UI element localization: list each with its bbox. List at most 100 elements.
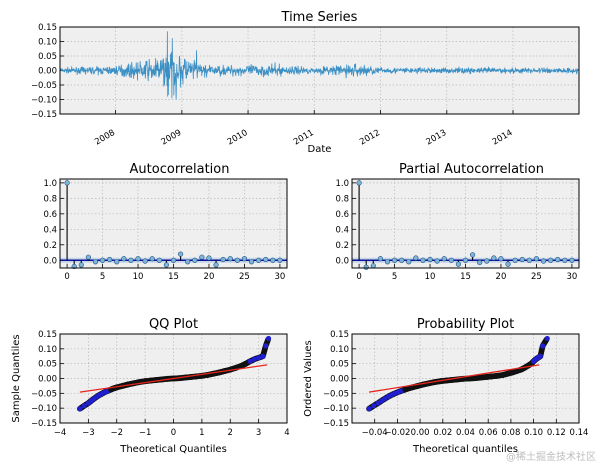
quantile-point [488,373,495,380]
stem-marker [64,180,70,186]
quantile-point [210,370,217,377]
y-tick-label: 0.05 [38,360,57,370]
y-tick-label: 0.10 [38,38,57,48]
stem-marker [121,256,127,262]
x-tick-label: −0.04 [362,428,388,438]
quantile-point [260,353,266,359]
stem-marker [420,257,426,263]
x-tick-label: 10 [425,272,436,282]
plot-frame [59,333,288,424]
x-tick-label: 2012 [358,128,382,147]
stem-marker [128,257,134,263]
quantile-point [366,406,372,412]
x-tick-label: 0 [356,272,361,282]
quantile-point [540,343,546,349]
stem-marker [248,259,255,265]
x-tick-label: 30 [566,272,577,282]
stem-marker [199,254,205,260]
x-tick-label: 2014 [491,128,515,147]
stem-marker [427,256,433,263]
y-tick-label: 0.8 [43,194,57,204]
x-tick-label: 0.06 [479,428,498,438]
quantile-point [130,380,137,387]
plot-frame [59,26,580,115]
chart-title: QQ Plot [149,317,198,332]
stem-marker [356,180,362,186]
autocorrelation-chart: Autocorrelation 0.0 0.2 0.4 0.6 0.8 1.0 0 5 10 15 2… [43,162,288,282]
stem-marker [234,257,240,263]
quantile-point [247,358,253,364]
x-tick-label: 2 [228,428,233,438]
quantile-point [500,372,506,378]
y-tick-label: 0.15 [38,330,57,340]
y-tick-label: 1.0 [43,179,57,189]
stem-marker [484,258,490,264]
stem-marker [441,256,447,262]
y-tick-label: −0.10 [31,96,57,106]
plot-frame [351,178,580,269]
y-tick-label: 0.15 [38,23,57,33]
stem-marker [455,261,462,267]
chart-title: Partial Autocorrelation [399,162,544,177]
x-tick-label: −4 [54,428,67,438]
y-tick-label: 0.6 [43,210,57,220]
reference-line [79,364,268,393]
stem-marker [114,259,120,265]
x-tick-label: 3 [256,428,261,438]
quantile-point [537,353,544,359]
stem-marker [192,257,198,263]
stem-marker [406,259,412,265]
qq-plot-chart: QQ Plot −0.15 −0.10 −0.05 0.00 0.05 0.10 0.15 −4… [11,317,290,455]
y-tick-label: −0.05 [323,389,349,399]
watermark: @稀土掘金技术社区 [506,450,596,463]
x-tick-label: 0.08 [501,428,520,438]
plot-area [352,179,579,268]
stem-marker [505,261,511,267]
x-tick-label: 15 [168,272,179,282]
x-axis-label: Theoretical Quantiles [119,444,227,455]
x-tick-label: 2013 [425,128,449,147]
x-tick-label: 20 [496,272,507,282]
x-tick-label: 0.04 [456,428,475,438]
quantile-point [504,370,511,377]
time-series-chart: Time Series −0.15 −0.10 −0.05 0.00 0.05 0.10 0.… [31,10,580,155]
stem-marker [391,257,398,263]
y-tick-label: 0.10 [330,345,349,355]
x-tick-label: 15 [460,272,471,282]
stem-marker [526,257,532,263]
quantile-point [544,335,550,342]
y-tick-label: 0.10 [38,345,57,355]
quantile-point [509,369,515,376]
x-tick-label: −2 [110,428,123,438]
reference-line [368,364,540,393]
y-tick-label: −0.05 [31,81,57,91]
x-axis-label: Date [308,144,332,155]
y-tick-label: 0.05 [38,52,57,62]
x-tick-label: 5 [100,272,105,282]
stem-marker [213,262,219,268]
stem-marker [377,256,383,262]
stem-marker [170,257,177,263]
y-tick-label: 0.2 [43,241,57,251]
stem-marker [569,257,575,263]
stem-marker [399,257,405,263]
x-tick-label: 0.14 [570,428,589,438]
quantile-point [256,355,262,361]
y-tick-label: −0.15 [31,419,57,429]
chart-title: Autocorrelation [130,162,230,177]
y-tick-label: −0.15 [323,419,349,429]
plot-area [60,179,287,268]
stem-marker [142,258,148,264]
x-tick-label: 0 [64,272,69,282]
y-tick-label: 0.6 [335,210,349,220]
quantile-point [77,406,83,412]
stem-marker [227,256,233,262]
y-tick-label: 0.8 [335,194,349,204]
x-tick-label: 0.00 [411,428,430,438]
stem-marker [491,255,497,261]
stem-marker [555,256,561,263]
x-tick-label: 5 [392,272,397,282]
quantile-point [81,403,87,409]
quantile-point [420,381,427,388]
